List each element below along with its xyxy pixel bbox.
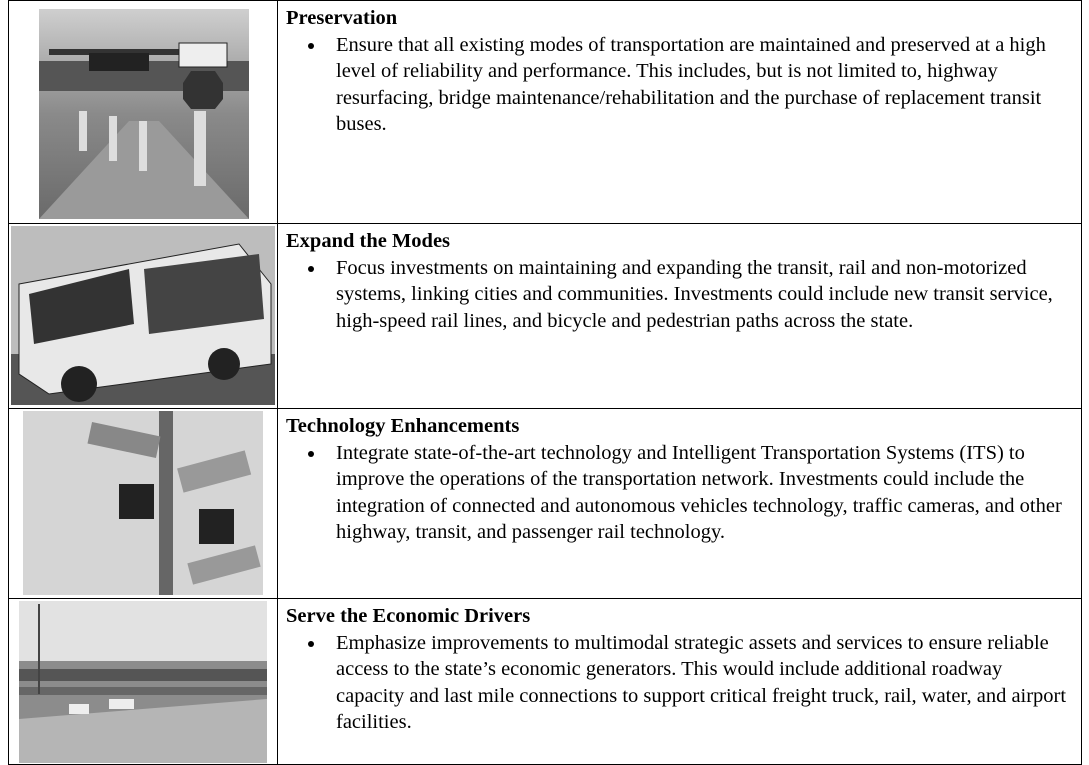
priority-table: Preservation Ensure that all existing mo… [8,0,1082,765]
text-cell: Expand the Modes Focus investments on ma… [277,223,1082,409]
bullet: Emphasize improvements to multimodal str… [326,630,1075,736]
image-cell [8,0,278,224]
row-title: Technology Enhancements [286,415,520,437]
bullet-list: Ensure that all existing modes of transp… [286,32,1075,138]
image-cell [8,598,278,765]
text-cell: Serve the Economic Drivers Emphasize imp… [277,598,1082,765]
row-title: Serve the Economic Drivers [286,605,531,627]
image-cell [8,408,278,599]
text-cell: Technology Enhancements Integrate state-… [277,408,1082,599]
row: Serve the Economic Drivers Emphasize imp… [8,598,1082,765]
bullet-list: Emphasize improvements to multimodal str… [286,630,1075,736]
bullet-list: Focus investments on maintaining and exp… [286,255,1075,335]
row-title: Preservation [286,7,398,29]
photo-construction [39,9,249,219]
text-cell: Preservation Ensure that all existing mo… [277,0,1082,224]
photo-bus [11,226,275,405]
photo-cameras [23,411,263,595]
bullet-list: Integrate state-of-the-art technology an… [286,440,1075,546]
bullet: Ensure that all existing modes of transp… [326,32,1075,138]
row: Preservation Ensure that all existing mo… [8,0,1082,224]
bullet: Integrate state-of-the-art technology an… [326,440,1075,546]
row-title: Expand the Modes [286,230,451,252]
photo-railyard [19,601,267,763]
row: Expand the Modes Focus investments on ma… [8,223,1082,409]
row: Technology Enhancements Integrate state-… [8,408,1082,599]
bullet: Focus investments on maintaining and exp… [326,255,1075,335]
image-cell [8,223,278,409]
